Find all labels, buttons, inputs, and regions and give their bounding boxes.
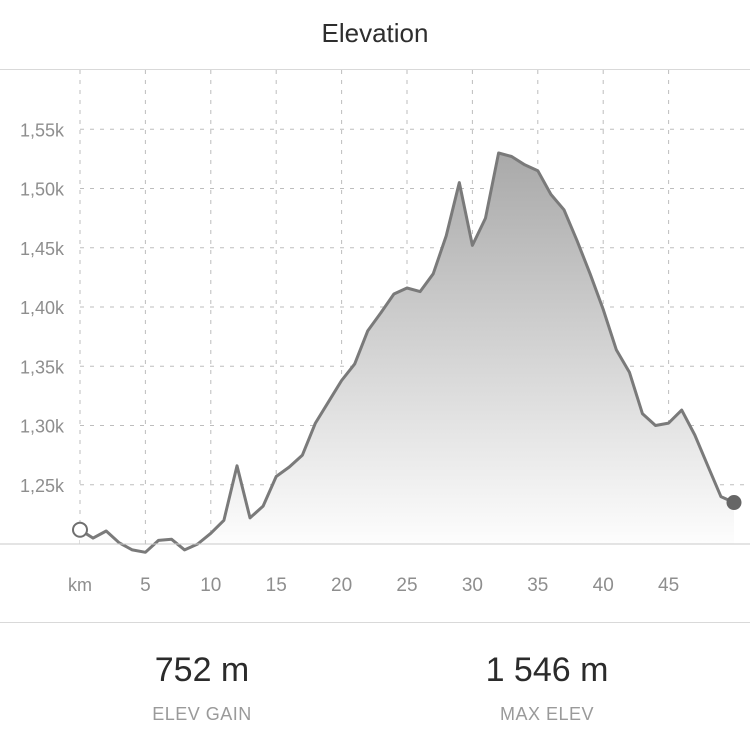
x-tick-label: 30 (462, 575, 483, 596)
stats-panel: 752 m ELEV GAIN 1 546 m MAX ELEV (0, 622, 750, 755)
y-tick-label: 1,25k (20, 476, 65, 496)
x-tick-label: 25 (396, 575, 417, 596)
x-tick-label: 15 (266, 575, 287, 596)
y-tick-label: 1,50k (20, 180, 65, 200)
start-point-marker (72, 521, 88, 538)
end-point-marker (726, 495, 742, 511)
elev-gain-label: ELEV GAIN (152, 704, 252, 724)
elevation-line (78, 151, 736, 554)
x-tick-label: 35 (527, 575, 548, 596)
y-tick-label: 1,35k (20, 357, 65, 377)
x-tick-label: 20 (331, 575, 352, 596)
elevation-area (80, 153, 734, 553)
header: Elevation (0, 0, 750, 70)
elevation-chart-svg: 1,25k 1,30k 1,35k 1,40k 1,45k 1,50k 1,55k km 5 10… (0, 70, 750, 596)
elev-gain-stat: 752 m ELEV GAIN (52, 623, 352, 725)
x-tick-label: 45 (658, 575, 679, 596)
x-tick-label: 5 (140, 575, 151, 596)
page-title: Elevation (321, 18, 429, 48)
y-tick-label: 1,45k (20, 239, 65, 259)
max-elev-value: 1 546 m (485, 651, 609, 689)
elev-gain-value: 752 m (154, 651, 250, 689)
x-tick-label: 40 (593, 575, 614, 596)
y-tick-label: 1,40k (20, 298, 65, 318)
y-tick-label: 1,30k (20, 417, 65, 437)
y-tick-label: 1,55k (20, 120, 65, 140)
x-tick-label: 10 (200, 575, 221, 596)
elevation-chart: 1,25k 1,30k 1,35k 1,40k 1,45k 1,50k 1,55k km 5 10… (0, 70, 750, 622)
max-elev-label: MAX ELEV (499, 704, 595, 724)
x-unit-label: km (68, 575, 92, 595)
max-elev-stat: 1 546 m MAX ELEV (397, 623, 697, 725)
